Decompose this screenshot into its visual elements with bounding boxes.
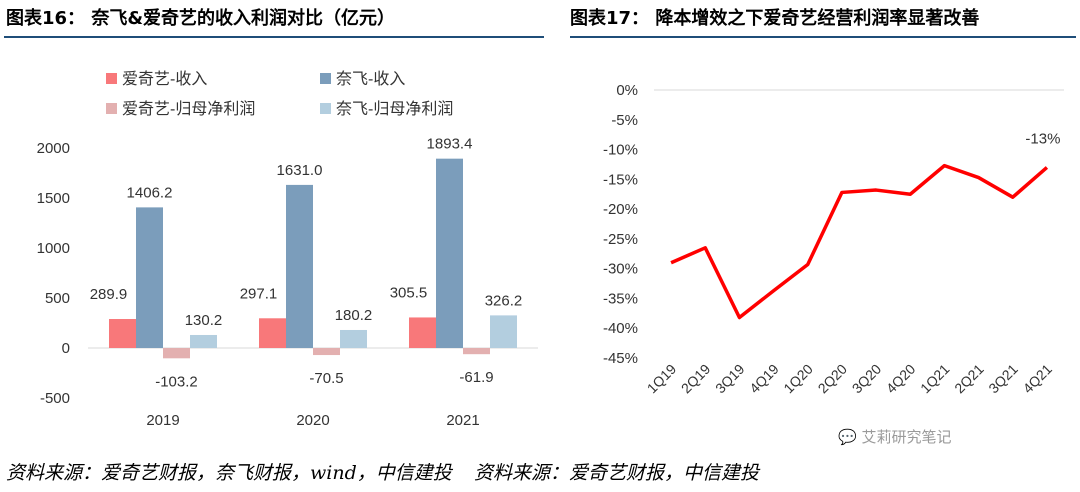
x-tick-label: 3Q20 xyxy=(849,361,885,397)
left-chart-title: 图表16： 奈飞&爱奇艺的收入利润对比（亿元） xyxy=(6,8,396,29)
legend-label: 爱奇艺-归母净利润 xyxy=(122,100,255,118)
y-tick-label: 500 xyxy=(45,290,70,307)
left-title-rule xyxy=(4,36,544,38)
data-label: 1406.2 xyxy=(127,184,173,201)
legend-swatch xyxy=(320,73,331,84)
bar xyxy=(109,319,136,348)
x-tick-label: 2021 xyxy=(446,412,479,429)
bar xyxy=(190,334,217,348)
data-label: 305.5 xyxy=(390,284,428,301)
line-chart: 0% -5% -10% -15% -20% -25% -30% -35% -40% -45% 1Q1… xyxy=(603,82,1064,397)
y-tick-label: 0 xyxy=(62,340,70,357)
data-label: 1631.0 xyxy=(277,162,323,179)
y-tick-label: -5% xyxy=(611,112,638,129)
x-tick-label: 1Q19 xyxy=(644,361,680,397)
x-tick-label: 2Q20 xyxy=(815,361,851,397)
wechat-icon: 💬 xyxy=(838,428,857,446)
bar xyxy=(490,315,517,348)
y-tick-label: 2000 xyxy=(37,140,70,157)
data-label: 1893.4 xyxy=(427,136,473,153)
bar-chart: -500 0 500 1000 1500 2000 爱奇艺-收入 奈飞-收入爱奇艺-归母净利润… xyxy=(37,70,538,429)
y-tick-label: -500 xyxy=(40,390,70,407)
x-tick-label: 2019 xyxy=(146,412,179,429)
y-tick-label: -30% xyxy=(603,261,638,278)
bar xyxy=(313,348,340,356)
x-tick-label: 2Q21 xyxy=(951,361,987,397)
legend-swatch xyxy=(320,103,331,114)
x-tick-label: 4Q20 xyxy=(883,361,919,397)
legend-label: 奈飞-归母净利润 xyxy=(336,100,453,118)
y-tick-label: -10% xyxy=(603,142,638,159)
bar xyxy=(409,317,436,348)
y-tick-label: -35% xyxy=(603,290,638,307)
legend-swatch xyxy=(106,73,117,84)
y-tick-label: 0% xyxy=(616,82,638,99)
bar xyxy=(436,158,463,348)
data-label: 289.9 xyxy=(90,286,128,303)
y-tick-label: -20% xyxy=(603,201,638,218)
x-tick-label: 3Q19 xyxy=(712,361,748,397)
data-label: 326.2 xyxy=(485,292,523,309)
data-label: -103.2 xyxy=(155,373,198,390)
data-label: 180.2 xyxy=(335,307,373,324)
bar xyxy=(286,184,313,348)
y-tick-label: 1500 xyxy=(37,190,70,207)
x-tick-label: 1Q21 xyxy=(917,361,953,397)
y-tick-label: -45% xyxy=(603,350,638,367)
watermark-text: 艾莉研究笔记 xyxy=(861,428,952,446)
bar xyxy=(340,329,367,348)
right-title-rule xyxy=(570,36,1076,38)
legend-label: 爱奇艺-收入 xyxy=(122,70,207,88)
legend-label: 奈飞-收入 xyxy=(336,70,405,88)
y-tick-label: -25% xyxy=(603,231,638,248)
watermark: 💬 艾莉研究笔记 xyxy=(838,426,951,447)
data-label: -70.5 xyxy=(309,370,343,387)
bar xyxy=(463,348,490,355)
series-line xyxy=(670,163,1049,320)
right-chart-title: 图表17： 降本增效之下爱奇艺经营利润率显著改善 xyxy=(570,8,980,29)
data-label: 130.2 xyxy=(185,312,223,329)
bar xyxy=(163,348,190,359)
bar xyxy=(259,318,286,348)
y-tick-label: -15% xyxy=(603,171,638,188)
y-tick-label: 1000 xyxy=(37,240,70,257)
x-tick-label: 2020 xyxy=(296,412,329,429)
data-label: -61.9 xyxy=(459,369,493,386)
y-tick-label: -40% xyxy=(603,320,638,337)
left-source-note: 资料来源：爱奇艺财报，奈飞财报，wind，中信建投 xyxy=(6,462,452,484)
right-source-note: 资料来源：爱奇艺财报，中信建投 xyxy=(474,462,760,484)
x-tick-label: 3Q21 xyxy=(985,361,1021,397)
x-tick-label: 1Q20 xyxy=(780,361,816,397)
bar xyxy=(136,207,163,348)
data-label: -13% xyxy=(1025,130,1060,147)
x-tick-label: 2Q19 xyxy=(678,361,714,397)
legend-swatch xyxy=(106,103,117,114)
x-tick-label: 4Q19 xyxy=(746,361,782,397)
x-tick-label: 4Q21 xyxy=(1020,361,1056,397)
data-label: 297.1 xyxy=(240,285,278,302)
